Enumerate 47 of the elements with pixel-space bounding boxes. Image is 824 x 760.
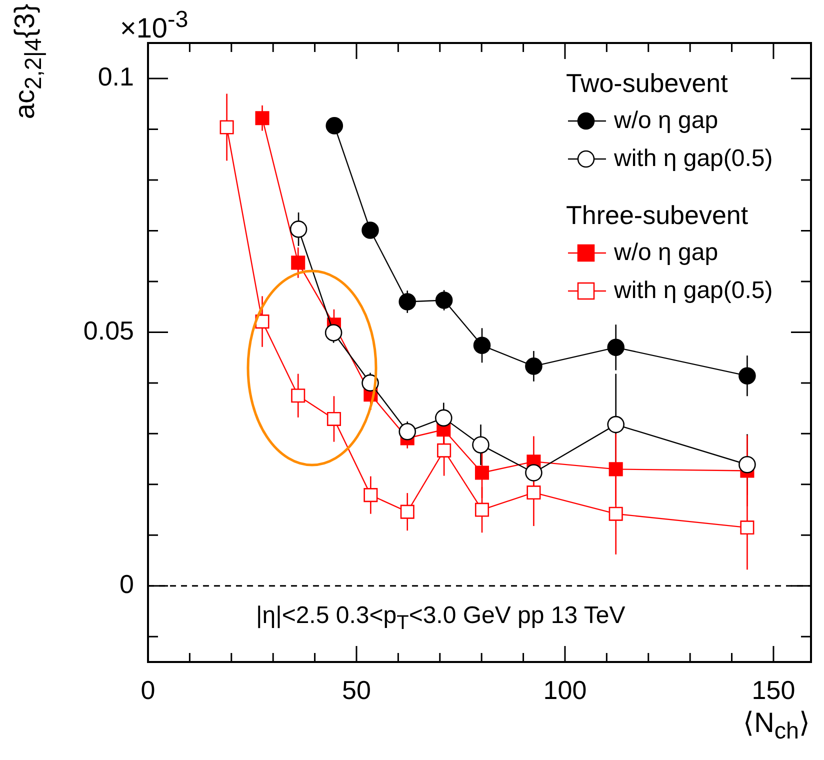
legend-label: with η gap(0.5) — [614, 276, 773, 306]
y-tick-label: 0.05 — [83, 315, 134, 346]
point — [290, 220, 308, 238]
y-tick-label: 0 — [120, 569, 134, 600]
y-tick-label: 0.1 — [98, 62, 134, 92]
point — [607, 338, 625, 356]
x-tick-label: 100 — [543, 674, 587, 705]
point — [362, 222, 379, 239]
legend-label: with η gap(0.5) — [614, 144, 773, 174]
point — [255, 314, 270, 329]
point — [738, 456, 756, 474]
point — [608, 462, 623, 476]
point — [434, 409, 452, 427]
x-tick-label: 50 — [342, 674, 371, 705]
point — [607, 416, 625, 434]
point — [608, 506, 623, 521]
point — [398, 423, 416, 440]
point — [291, 256, 306, 270]
point — [738, 367, 756, 384]
point — [220, 120, 234, 134]
point — [472, 436, 490, 454]
point — [474, 502, 490, 517]
point — [526, 486, 541, 500]
annotation: ×10$^{-3}$ — [120, 6, 188, 44]
point — [525, 358, 542, 375]
point — [400, 504, 414, 519]
point — [255, 111, 270, 126]
point — [324, 324, 342, 342]
legend-label: w/o η gap — [614, 238, 718, 268]
point — [474, 466, 490, 480]
annotation: |η|<2.5 0.3<p$_{T}$<3.0 GeV pp 13 TeV — [256, 602, 626, 635]
legend-label: w/o η gap — [614, 106, 718, 136]
point — [740, 520, 754, 535]
x-tick-label: 150 — [752, 674, 796, 705]
point — [364, 488, 378, 502]
annotation: Three-subevent — [566, 199, 750, 232]
point — [326, 412, 341, 426]
point — [437, 443, 452, 458]
x-axis-title: ⟨N$_{ch}$⟩ — [743, 706, 810, 745]
point — [473, 336, 491, 354]
point — [435, 292, 453, 309]
x-tick-label: 0 — [140, 674, 156, 705]
annotation: Two-subevent — [566, 67, 729, 100]
point — [525, 464, 542, 482]
point — [326, 117, 344, 134]
point — [291, 388, 306, 403]
point — [398, 293, 416, 310]
